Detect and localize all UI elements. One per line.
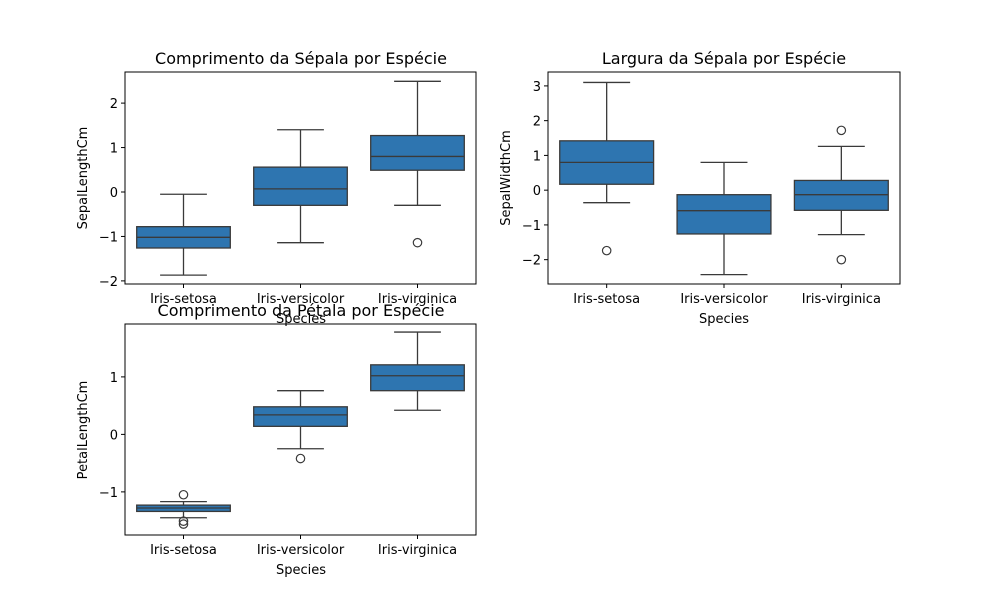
- subplot-sepal-width: Largura da Sépala por Espécie −2 −1 0 1 2 3 Ir…: [499, 49, 901, 327]
- subplot-2-xtick-label: Iris-setosa: [573, 292, 640, 307]
- box-3-iqr: [793, 179, 889, 211]
- box-1-outlier: [178, 516, 189, 527]
- subplot-sepal-length: Comprimento da Sépala por Espécie −2 −1 0 1…: [76, 49, 477, 327]
- subplot-1-ytick-label: 0: [110, 186, 118, 201]
- subplot-1-xtick-label: Iris-virginica: [378, 292, 457, 307]
- box-3-outlier: [836, 254, 847, 265]
- subplot-3-title: Comprimento da Pétala por Espécie: [158, 301, 445, 320]
- box-2-iqr: [253, 166, 348, 206]
- subplot-1-ytick-label: −1: [99, 230, 118, 245]
- subplot-1-xtick-label: Iris-setosa: [150, 292, 217, 307]
- box-2-outlier: [295, 453, 306, 464]
- box-3-outlier: [836, 125, 847, 136]
- subplot-3-frame: [124, 323, 477, 536]
- subplot-1-ytick-label: −2: [99, 275, 118, 290]
- subplot-1-ylabel: SepalLengthCm: [76, 127, 91, 230]
- subplot-3-ylabel: PetalLengthCm: [76, 381, 91, 480]
- subplot-1-frame: [124, 71, 477, 285]
- box-1-outlier: [601, 245, 612, 256]
- box-3-iqr: [370, 364, 465, 392]
- subplot-2-ytick-label: 1: [533, 149, 541, 164]
- subplot-1-ytick-label: 1: [110, 142, 118, 157]
- subplot-2-ytick-label: −1: [522, 219, 541, 234]
- box-3-outlier: [412, 237, 423, 248]
- subplot-1-xlabel: Species: [276, 312, 326, 327]
- subplot-1-ytick-label: 2: [110, 97, 118, 112]
- box-1-outlier: [178, 519, 189, 529]
- box-1-outlier: [178, 489, 189, 500]
- subplot-3-xtick-label: Iris-versicolor: [257, 543, 345, 558]
- subplot-1-title: Comprimento da Sépala por Espécie: [155, 49, 447, 68]
- subplot-2-ytick-label: 3: [533, 80, 541, 95]
- subplot-3-xlabel: Species: [276, 563, 326, 578]
- subplot-1-plot-area: −2 −1 0 1 2 Iris-setosa Iris-versicolor Iris-vi…: [99, 71, 477, 307]
- subplot-2-ytick-label: 0: [533, 184, 541, 199]
- subplot-2-xlabel: Species: [699, 312, 749, 327]
- box-2-iqr: [253, 406, 348, 427]
- box-3-iqr: [370, 134, 465, 171]
- subplot-2-frame: [547, 71, 901, 285]
- subplot-2-ytick-label: 2: [533, 115, 541, 130]
- subplot-2-xtick-label: Iris-virginica: [802, 292, 881, 307]
- box-2-iqr: [676, 194, 772, 235]
- subplot-1-xtick-label: Iris-versicolor: [257, 292, 345, 307]
- subplot-2-title: Largura da Sépala por Espécie: [602, 49, 846, 68]
- subplot-petal-length: −1 0 1 Iris-setosa Iris-versicolor Iris-virgi…: [76, 301, 477, 578]
- subplot-2-xtick-label: Iris-versicolor: [680, 292, 768, 307]
- subplot-3-ytick-label: 0: [110, 428, 118, 443]
- subplot-2-plot-area: −2 −1 0 1 2 3 Iris-setosa Iris-versicolor Iris-v…: [522, 71, 901, 307]
- subplot-3-plot-area: −1 0 1 Iris-setosa Iris-versicolor Iris-virgi…: [99, 323, 477, 558]
- subplot-2-ytick-label: −2: [522, 254, 541, 269]
- subplot-3-ytick-label: 1: [110, 371, 118, 386]
- subplot-3-xtick-label: Iris-virginica: [378, 543, 457, 558]
- subplot-3-ytick-label: −1: [99, 486, 118, 501]
- subplot-2-ylabel: SepalWidthCm: [499, 130, 514, 226]
- subplot-3-xtick-label: Iris-setosa: [150, 543, 217, 558]
